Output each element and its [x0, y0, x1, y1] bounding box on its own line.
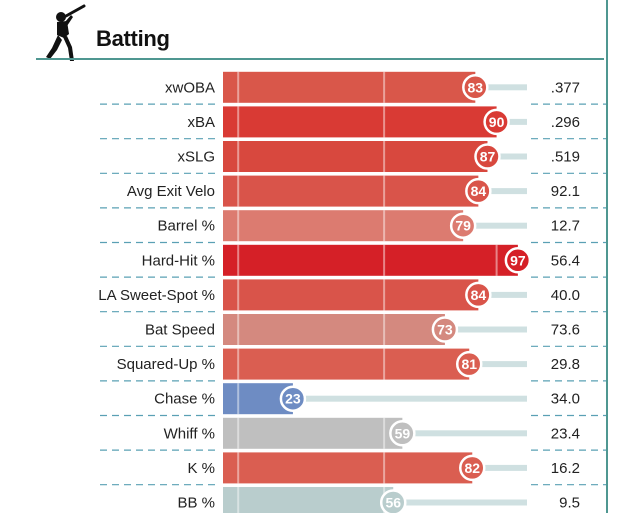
percentile-label: 73 [437, 322, 453, 338]
percentile-circle [483, 108, 510, 136]
metric-value: 40.0 [551, 287, 580, 304]
percentile-circle [279, 385, 307, 412]
percentile-circle [474, 143, 501, 170]
percentile-circle [465, 177, 492, 205]
bar [223, 244, 518, 276]
metric-label: Avg Exit Velo [127, 183, 215, 200]
metric-label: xBA [187, 114, 215, 131]
metric-value: 12.7 [551, 218, 580, 235]
bar [223, 175, 479, 207]
percentile-label: 79 [455, 218, 471, 234]
percentile-label: 59 [395, 425, 411, 441]
metric-value: 34.0 [551, 391, 580, 408]
metric-label: Bat Speed [145, 322, 215, 339]
metric-label: xwOBA [165, 79, 215, 96]
percentile-circle [459, 454, 486, 482]
percentile-circle [465, 281, 492, 309]
bar [223, 314, 445, 345]
bar [223, 452, 473, 484]
percentile-circle [449, 212, 477, 239]
bar [223, 348, 470, 380]
metric-value: 9.5 [559, 495, 580, 512]
metric-label: Squared-Up % [117, 356, 215, 373]
metric-label: Barrel % [157, 218, 215, 235]
bar [223, 210, 464, 242]
percentile-circle [504, 247, 532, 274]
frame-border [606, 0, 608, 513]
percentile-circle [379, 489, 407, 513]
metric-value: 92.1 [551, 183, 580, 200]
percentile-label: 84 [471, 287, 487, 303]
percentile-label: 81 [461, 356, 477, 372]
metric-value: .519 [551, 149, 580, 166]
metric-value: 23.4 [551, 425, 580, 442]
percentile-label: 23 [285, 391, 301, 407]
metric-label: Whiff % [164, 425, 215, 442]
percentile-label: 84 [471, 183, 487, 199]
percentile-label: 56 [385, 495, 401, 511]
section-header: Batting [0, 0, 606, 64]
bar [223, 279, 479, 311]
metric-label: Hard-Hit % [142, 252, 215, 269]
bar [223, 141, 488, 172]
percentile-label: 87 [480, 149, 496, 165]
metric-value: .377 [551, 79, 580, 96]
metric-label: BB % [177, 495, 215, 512]
metric-value: 29.8 [551, 356, 580, 373]
percentile-circle [431, 316, 459, 343]
metric-label: Chase % [154, 391, 215, 408]
metric-value: 73.6 [551, 322, 580, 339]
track [223, 395, 527, 402]
metric-value: 56.4 [551, 252, 580, 269]
percentile-circle [462, 74, 489, 101]
metric-value: .296 [551, 114, 580, 131]
metric-label: xSLG [177, 149, 215, 166]
bar [223, 71, 476, 103]
percentile-label: 83 [468, 79, 484, 95]
percentile-label: 97 [510, 252, 526, 268]
percentile-label: 82 [464, 460, 480, 476]
metric-label: K % [187, 460, 215, 477]
percentile-circle [389, 420, 416, 447]
section-title: Batting [96, 26, 170, 51]
bar [223, 417, 403, 449]
bar [223, 487, 394, 513]
percentile-chart: xwOBA 83 .377 xBA 90 .296 xSLG 87 .519 Avg Exit V… [98, 71, 606, 513]
percentile-circle [455, 350, 483, 378]
percentile-label: 90 [489, 114, 505, 130]
metric-label: LA Sweet-Spot % [98, 287, 215, 304]
header-rule [36, 58, 604, 60]
metric-value: 16.2 [551, 460, 580, 477]
bar [223, 106, 497, 138]
batter-icon [46, 4, 86, 61]
